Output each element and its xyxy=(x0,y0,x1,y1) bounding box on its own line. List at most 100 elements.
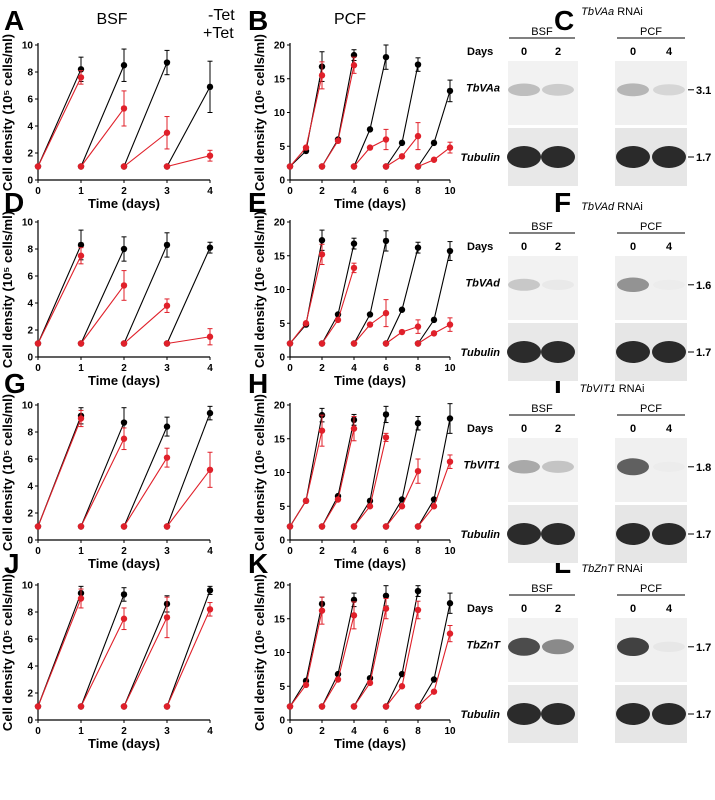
y-axis-label: Cell density (10⁶ cells/ml) xyxy=(252,211,267,368)
data-point xyxy=(34,163,42,170)
data-point xyxy=(414,244,422,251)
data-point xyxy=(350,240,358,247)
data-point xyxy=(366,321,374,328)
x-axis-label: Time (days) xyxy=(334,736,406,751)
data-point xyxy=(366,126,374,133)
series-line xyxy=(353,437,387,527)
data-point xyxy=(34,523,42,530)
blot-title: TbVAd RNAi xyxy=(581,201,643,213)
y-tick-label: 5 xyxy=(279,142,285,153)
series-line xyxy=(80,65,125,167)
y-axis-label: Cell density (10⁵ cells/ml) xyxy=(0,211,15,368)
tubulin-band xyxy=(541,703,575,725)
x-tick-label: 4 xyxy=(351,363,357,374)
target-band xyxy=(508,278,540,291)
data-point xyxy=(77,163,85,170)
target-band xyxy=(653,280,685,290)
series-line xyxy=(353,414,387,527)
blot-target-kb: 3.1 kb xyxy=(696,85,715,97)
days-label: Days xyxy=(467,603,493,615)
y-tick-label: 8 xyxy=(27,245,33,256)
target-band xyxy=(617,637,649,657)
y-tick-label: 8 xyxy=(27,428,33,439)
panel-letter-F: F xyxy=(554,187,571,218)
tubulin-band xyxy=(616,146,650,168)
x-axis-label: Time (days) xyxy=(88,556,160,571)
target-band xyxy=(653,84,685,96)
x-tick-label: 4 xyxy=(207,546,213,557)
lane-day-label: 2 xyxy=(555,46,561,58)
y-axis-label: Cell density (10⁵ cells/ml) xyxy=(0,34,15,191)
y-tick-label: 2 xyxy=(27,689,33,700)
y-tick-label: 4 xyxy=(27,482,33,493)
series-line xyxy=(417,418,451,527)
data-point xyxy=(414,340,422,347)
y-tick-label: 0 xyxy=(27,353,33,364)
series-line xyxy=(123,132,168,167)
data-point xyxy=(334,316,342,324)
data-point xyxy=(318,163,326,170)
x-axis-label: Time (days) xyxy=(88,196,160,211)
lane-day-label: 0 xyxy=(521,46,527,58)
panel-letter-A: A xyxy=(4,5,24,36)
x-tick-label: 2 xyxy=(121,186,127,197)
chart-panel-J: 0 2 4 6 8 10 0 1 2 3 4 Time (days) Cell density (10⁵… xyxy=(0,574,213,751)
pcf-title: PCF xyxy=(334,11,366,28)
pcf-header: PCF xyxy=(640,221,662,233)
tubulin-band xyxy=(616,523,650,545)
y-tick-label: 2 xyxy=(27,509,33,520)
data-point xyxy=(77,340,85,347)
series-line xyxy=(37,244,82,344)
series-line xyxy=(385,64,419,167)
data-point xyxy=(382,434,390,441)
days-label: Days xyxy=(467,423,493,435)
data-point xyxy=(206,83,214,91)
y-tick-label: 10 xyxy=(274,468,286,479)
data-point xyxy=(163,340,171,347)
panel-letter-K: K xyxy=(248,548,268,579)
lane-day-label: 0 xyxy=(521,241,527,253)
x-tick-label: 1 xyxy=(78,363,84,374)
lane-day-label: 0 xyxy=(630,241,636,253)
data-point xyxy=(120,163,128,170)
legend-minus-tet: -Tet xyxy=(208,7,235,24)
bsf-header: BSF xyxy=(531,26,553,38)
series-minus-tet xyxy=(34,585,214,710)
data-point xyxy=(286,703,294,710)
tubulin-band xyxy=(652,703,686,725)
x-tick-label: 3 xyxy=(164,546,170,557)
data-point xyxy=(163,454,171,461)
series-plus-tet xyxy=(34,588,214,710)
y-tick-label: 4 xyxy=(27,299,33,310)
blot-tubulin-label: Tubulin xyxy=(460,347,500,359)
y-tick-label: 8 xyxy=(27,68,33,79)
lane-day-label: 4 xyxy=(666,46,673,58)
series-minus-tet xyxy=(286,585,454,710)
x-tick-label: 4 xyxy=(351,726,357,737)
x-axis-label: Time (days) xyxy=(88,736,160,751)
chart-panel-E: 0 5 10 15 20 0 2 4 6 8 10 Time (days) Cell density (… xyxy=(252,211,456,388)
panel-letter-E: E xyxy=(248,187,267,218)
blot-tubulin-label: Tubulin xyxy=(460,709,500,721)
blot-bsf-target xyxy=(508,61,578,125)
data-point xyxy=(120,105,128,112)
data-point xyxy=(120,523,128,530)
lane-day-label: 0 xyxy=(521,423,527,435)
x-tick-label: 6 xyxy=(383,726,389,737)
y-tick-label: 8 xyxy=(27,608,33,619)
tubulin-band xyxy=(652,523,686,545)
x-tick-label: 6 xyxy=(383,186,389,197)
series-line xyxy=(80,422,125,527)
series-line xyxy=(123,244,168,344)
series-line xyxy=(166,469,211,527)
y-tick-label: 10 xyxy=(274,648,286,659)
y-tick-label: 5 xyxy=(279,502,285,513)
bsf-header: BSF xyxy=(531,221,553,233)
data-point xyxy=(350,523,358,530)
series-minus-tet xyxy=(286,44,454,170)
data-point xyxy=(366,144,374,151)
x-tick-label: 1 xyxy=(78,726,84,737)
tubulin-band xyxy=(616,341,650,363)
x-tick-label: 4 xyxy=(351,546,357,557)
